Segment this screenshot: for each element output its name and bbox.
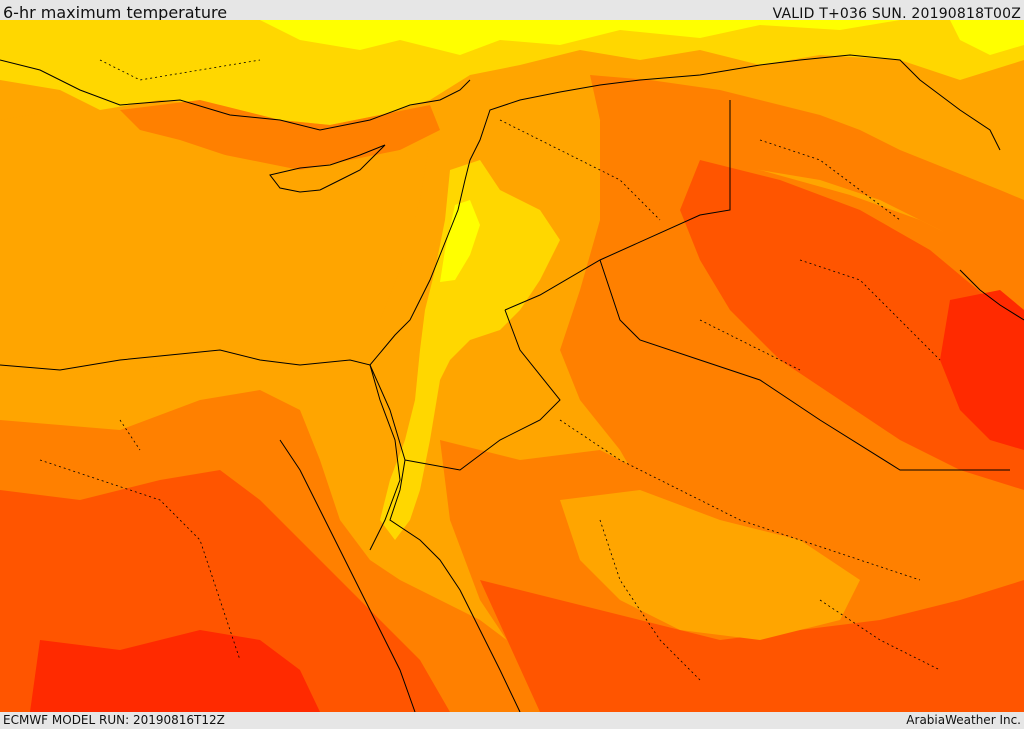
temp-band-red-gulf xyxy=(940,290,1024,450)
temperature-field xyxy=(0,20,1024,712)
coastline-levant-egypt xyxy=(0,54,1001,371)
border-egypt-israel xyxy=(369,364,406,461)
valid-time-label: VALID T+036 SUN. 20190818T00Z xyxy=(772,6,1021,22)
coastline-red-sea-east xyxy=(389,459,521,712)
temp-band-bright-yellow-lebanon xyxy=(440,200,480,282)
coastline-sinai-gulf xyxy=(369,364,401,551)
temp-band-bright-yellow-north xyxy=(0,20,900,55)
temp-band-bright-yellow-ne xyxy=(950,20,1024,55)
credit-label: ArabiaWeather Inc. xyxy=(906,713,1021,727)
temp-band-dark-orange-nw xyxy=(120,100,440,170)
temp-band-red-orange-iraq xyxy=(680,160,1024,490)
coastline-turkey-south xyxy=(0,59,471,131)
temp-band-red-sudan xyxy=(30,630,320,712)
model-run-label: ECMWF MODEL RUN: 20190816T12Z xyxy=(3,713,225,727)
coastline-cyprus xyxy=(269,144,386,193)
temperature-map[interactable] xyxy=(0,20,1024,712)
province-borders xyxy=(39,59,941,681)
temp-band-orange-sea xyxy=(0,110,430,375)
map-title-bar: 6-hr maximum temperature VALID T+036 SUN… xyxy=(0,0,1024,22)
border-jordan-saudi xyxy=(404,309,561,471)
map-footer: ECMWF MODEL RUN: 20190816T12Z ArabiaWeat… xyxy=(0,712,1024,729)
temp-band-red-orange-arabia xyxy=(480,580,1024,712)
temp-band-yellow-north xyxy=(0,20,1024,125)
border-syria-iraq xyxy=(504,100,731,311)
coastline-red-sea-west xyxy=(279,439,416,712)
coastline-persian-gulf xyxy=(959,269,1024,321)
temp-band-yellow-levant xyxy=(380,160,560,540)
border-iraq-saudi xyxy=(599,259,1010,471)
temp-band-dark-orange-north xyxy=(590,75,1024,280)
map-title: 6-hr maximum temperature xyxy=(3,3,228,22)
